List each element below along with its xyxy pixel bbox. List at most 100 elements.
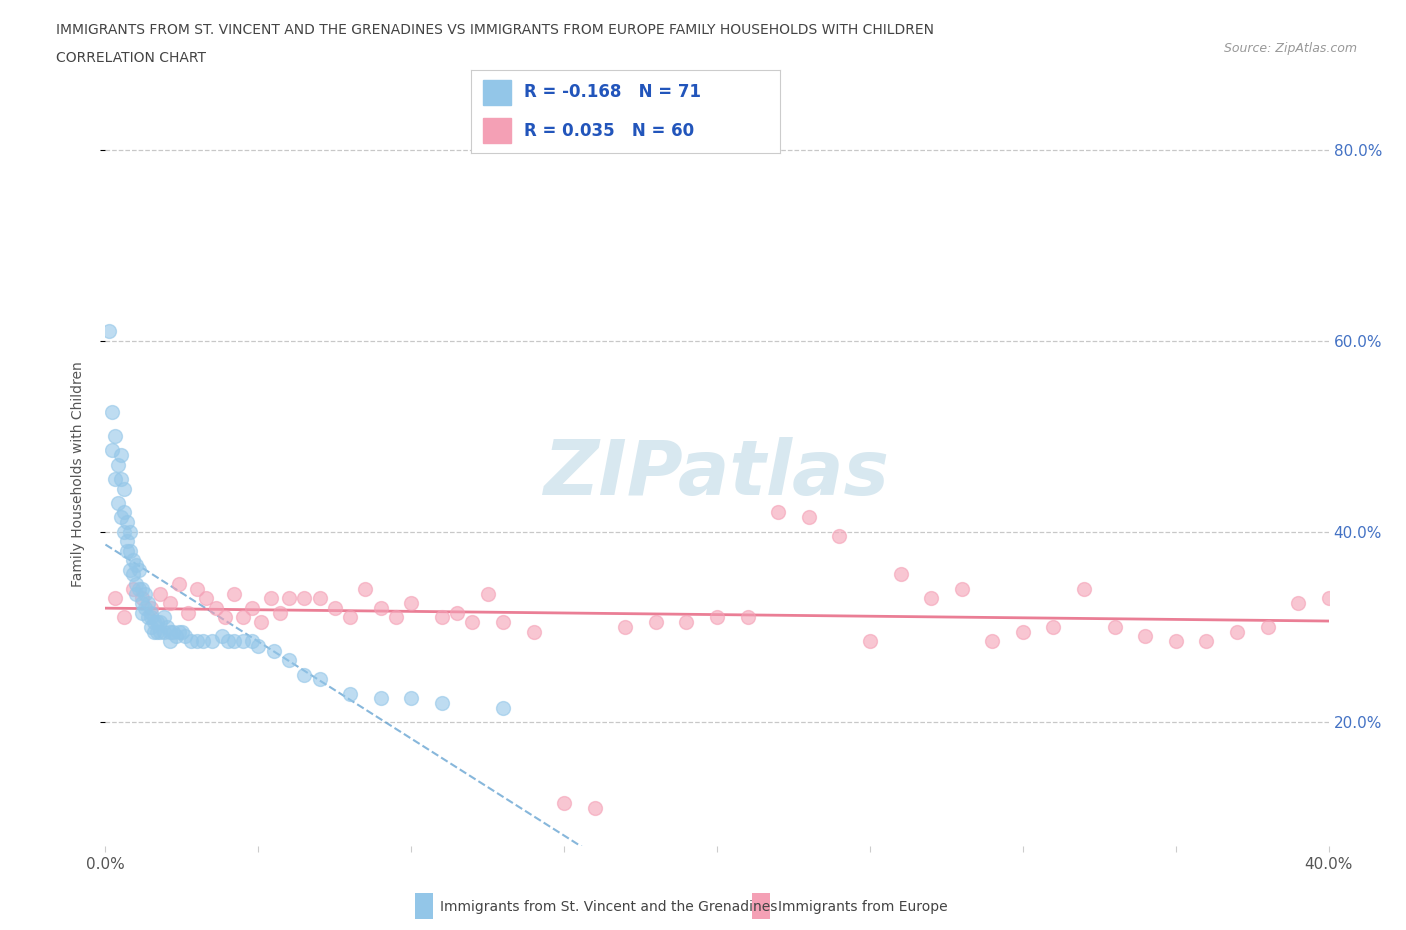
Point [125,586,148,601]
Point [768,505,790,520]
Point [136,595,159,610]
Point [186,581,208,596]
Point [134,601,156,616]
Point [370,601,392,616]
Point [193,633,215,648]
Point [339,610,361,625]
Point [1011,624,1033,639]
Point [981,633,1004,648]
Point [118,543,141,558]
Point [292,667,315,682]
Point [308,672,330,687]
Point [112,610,135,625]
Point [100,443,122,458]
Point [131,591,153,605]
Point [461,615,484,630]
Point [920,591,942,605]
Point [706,610,728,625]
Point [104,429,127,444]
Point [232,610,254,625]
Point [214,610,236,625]
Point [115,543,138,558]
Point [143,624,166,639]
Point [250,615,273,630]
Text: IMMIGRANTS FROM ST. VINCENT AND THE GRENADINES VS IMMIGRANTS FROM EUROPE FAMILY : IMMIGRANTS FROM ST. VINCENT AND THE GREN… [56,23,934,37]
Point [950,581,973,596]
Point [195,591,218,605]
Point [222,586,245,601]
Text: CORRELATION CHART: CORRELATION CHART [56,51,207,65]
Bar [484,118,512,143]
Point [1042,619,1064,634]
Point [131,595,153,610]
Point [401,595,423,610]
Point [174,629,197,644]
Point [136,610,159,625]
Point [583,801,606,816]
Point [122,552,145,567]
Point [240,601,263,616]
Point [149,624,172,639]
Point [159,595,181,610]
Text: ZIPatlas: ZIPatlas [544,437,890,512]
Point [401,691,423,706]
Point [104,591,127,605]
Point [141,601,163,616]
Point [1073,581,1095,596]
Point [134,586,156,601]
Point [430,696,453,711]
Point [159,633,181,648]
Point [354,581,377,596]
Point [146,624,169,639]
Point [859,633,882,648]
Text: Source: ZipAtlas.com: Source: ZipAtlas.com [1223,42,1357,55]
Point [131,605,153,620]
Point [125,577,148,591]
Point [339,686,361,701]
Point [152,610,174,625]
Point [167,577,190,591]
Point [292,591,315,605]
Point [240,633,263,648]
Point [104,472,127,486]
Point [492,615,515,630]
Point [201,633,224,648]
Point [128,581,150,596]
Bar [484,80,512,105]
Point [112,505,135,520]
Point [118,563,141,578]
Point [553,796,575,811]
Point [278,653,301,668]
Point [1133,629,1156,644]
Point [523,624,546,639]
Point [110,472,132,486]
Point [430,610,453,625]
Point [110,447,132,462]
Point [110,510,132,525]
Point [100,405,122,419]
Point [797,510,820,525]
Point [125,557,148,572]
Text: R = -0.168   N = 71: R = -0.168 N = 71 [523,84,700,101]
Point [263,644,285,658]
Point [115,534,138,549]
Point [1195,633,1218,648]
Point [477,586,499,601]
Point [107,458,129,472]
Point [170,624,193,639]
Point [222,633,245,648]
Point [492,700,515,715]
Point [675,615,697,630]
Point [128,563,150,578]
Point [112,481,135,496]
Point [259,591,281,605]
Point [1256,619,1278,634]
Point [1164,633,1187,648]
Point [269,605,291,620]
Y-axis label: Family Households with Children: Family Households with Children [70,362,84,587]
Point [141,605,163,620]
Point [614,619,637,634]
Text: Immigrants from St. Vincent and the Grenadines: Immigrants from St. Vincent and the Gren… [440,899,778,914]
Point [1286,595,1309,610]
Point [247,639,270,654]
